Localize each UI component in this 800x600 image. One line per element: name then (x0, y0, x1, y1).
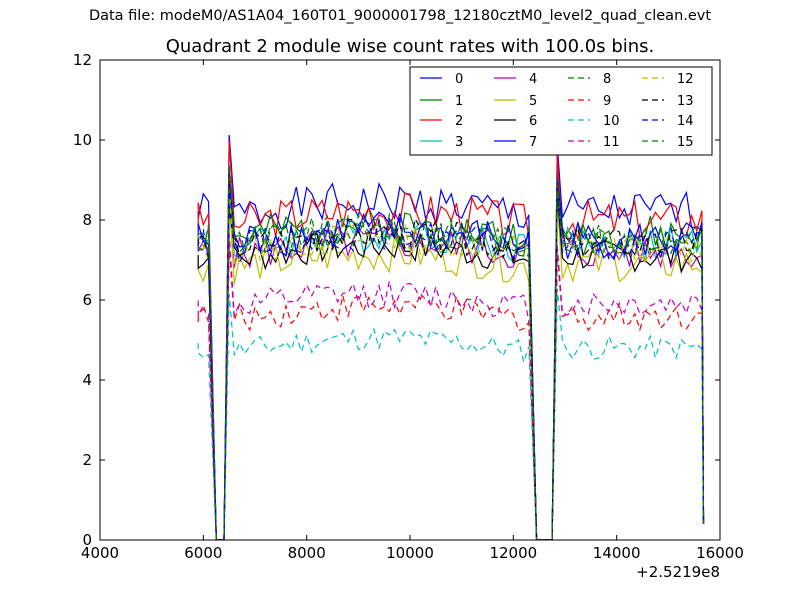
series-line-0 (197, 135, 705, 540)
series-line-2 (197, 141, 705, 540)
legend-label-15: 15 (677, 135, 694, 150)
x-tick-label: 16000 (696, 544, 744, 562)
series-line-9 (197, 246, 705, 540)
figure-suptitle: Data file: modeM0/AS1A04_160T01_90000017… (88, 8, 712, 24)
y-tick-label: 2 (82, 451, 92, 469)
series-line-15 (197, 165, 705, 540)
y-tick-label: 6 (82, 291, 92, 309)
y-tick-label: 4 (82, 371, 92, 389)
series-line-11 (197, 232, 705, 540)
y-tick-label: 10 (73, 131, 92, 149)
series-line-14 (197, 185, 705, 540)
y-tick-label: 8 (82, 211, 92, 229)
chart-title: Quadrant 2 module wise count rates with … (165, 36, 655, 57)
legend-label-4: 4 (529, 72, 537, 87)
series-line-8 (197, 179, 705, 540)
y-tick-label: 0 (82, 531, 92, 549)
legend-label-14: 14 (677, 114, 694, 129)
legend-label-12: 12 (677, 72, 694, 87)
legend-label-9: 9 (603, 94, 611, 109)
legend-frame (409, 66, 713, 156)
x-tick-label: 14000 (593, 544, 641, 562)
series-line-7 (197, 172, 705, 540)
legend-label-2: 2 (455, 114, 463, 129)
series-line-10 (197, 288, 705, 540)
legend-label-1: 1 (455, 94, 463, 109)
legend-label-3: 3 (455, 135, 463, 150)
x-offset-label: +2.5219e8 (636, 563, 720, 581)
series-line-13 (197, 170, 705, 540)
legend-label-10: 10 (603, 114, 620, 129)
legend-label-6: 6 (529, 114, 537, 129)
x-tick-label: 8000 (288, 544, 326, 562)
legend-label-11: 11 (603, 135, 620, 150)
tick-layer: 4000 6000 8000 10000 12000 14000 1600002468101… (73, 51, 744, 562)
legend-label-13: 13 (677, 94, 694, 109)
legend-label-7: 7 (529, 135, 537, 150)
legend-label-8: 8 (603, 72, 611, 87)
legend-label-0: 0 (455, 72, 463, 87)
x-tick-label: 4000 (81, 544, 119, 562)
legend-label-5: 5 (529, 94, 537, 109)
x-tick-label: 10000 (386, 544, 434, 562)
y-tick-label: 12 (73, 51, 92, 69)
x-tick-label: 6000 (184, 544, 222, 562)
x-tick-label: 12000 (489, 544, 537, 562)
series-line-5 (197, 198, 705, 540)
series-layer (197, 135, 705, 540)
